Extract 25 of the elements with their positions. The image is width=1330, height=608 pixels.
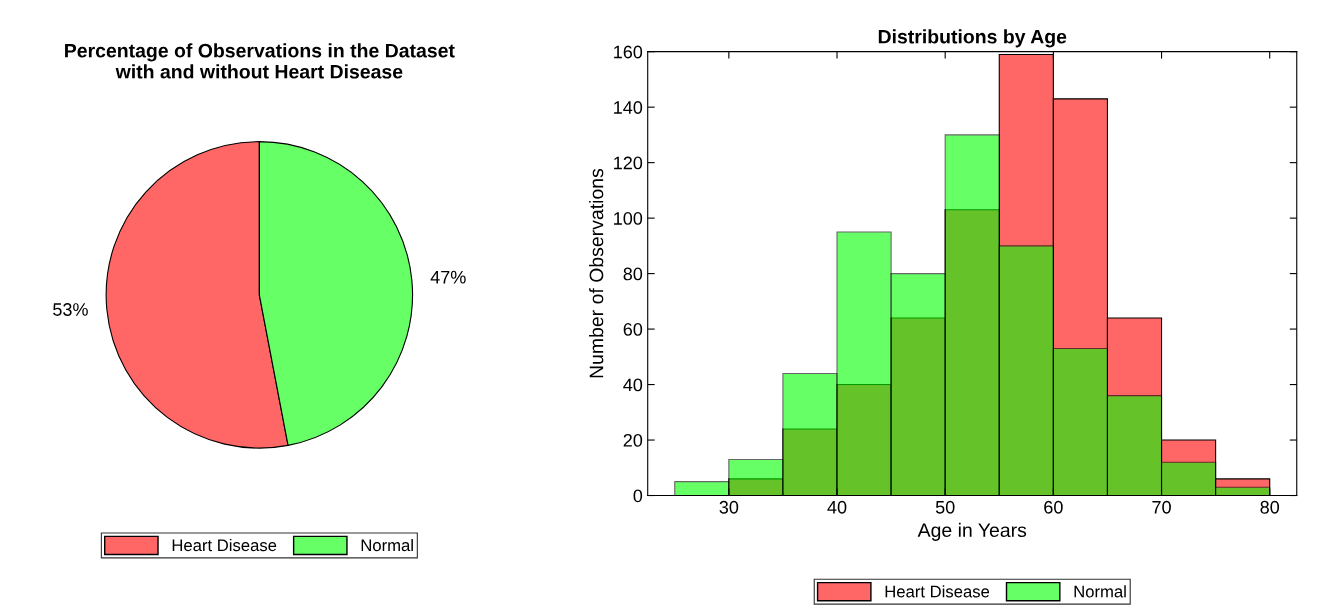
data-label: 53%	[53, 303, 88, 316]
y-tick-label: 120	[614, 156, 643, 170]
data-label: 47%	[430, 270, 466, 284]
x-tick-label: 80	[1260, 500, 1280, 514]
y-tick-label: 0	[633, 489, 643, 503]
y-axis-title: Number of Observations	[589, 168, 604, 378]
legend-label: Normal	[1074, 585, 1126, 598]
y-tick-label: 160	[614, 45, 643, 59]
y-tick-label: 100	[614, 212, 643, 225]
chart-title: Distributions by Age	[878, 29, 1067, 48]
x-tick-label: 30	[719, 500, 739, 514]
y-tick-label: 20	[623, 433, 643, 447]
y-tick-label: 60	[623, 323, 643, 336]
y-tick-label: 140	[614, 101, 643, 114]
y-tick-label: 40	[623, 378, 643, 392]
legend-label: Normal	[361, 538, 413, 552]
x-tick-label: 40	[827, 500, 847, 514]
x-axis-title: Age in Years	[917, 522, 1027, 541]
chart-title: Percentage of Observations in the Dataset with and without Heart Disease	[65, 43, 455, 79]
legend-label: Heart Disease	[172, 538, 277, 552]
x-tick-label: 50	[935, 500, 955, 514]
x-tick-label: 60	[1044, 500, 1063, 514]
x-tick-label: 70	[1152, 500, 1171, 514]
legend-label: Heart Disease	[885, 585, 990, 598]
y-tick-label: 80	[623, 267, 643, 281]
